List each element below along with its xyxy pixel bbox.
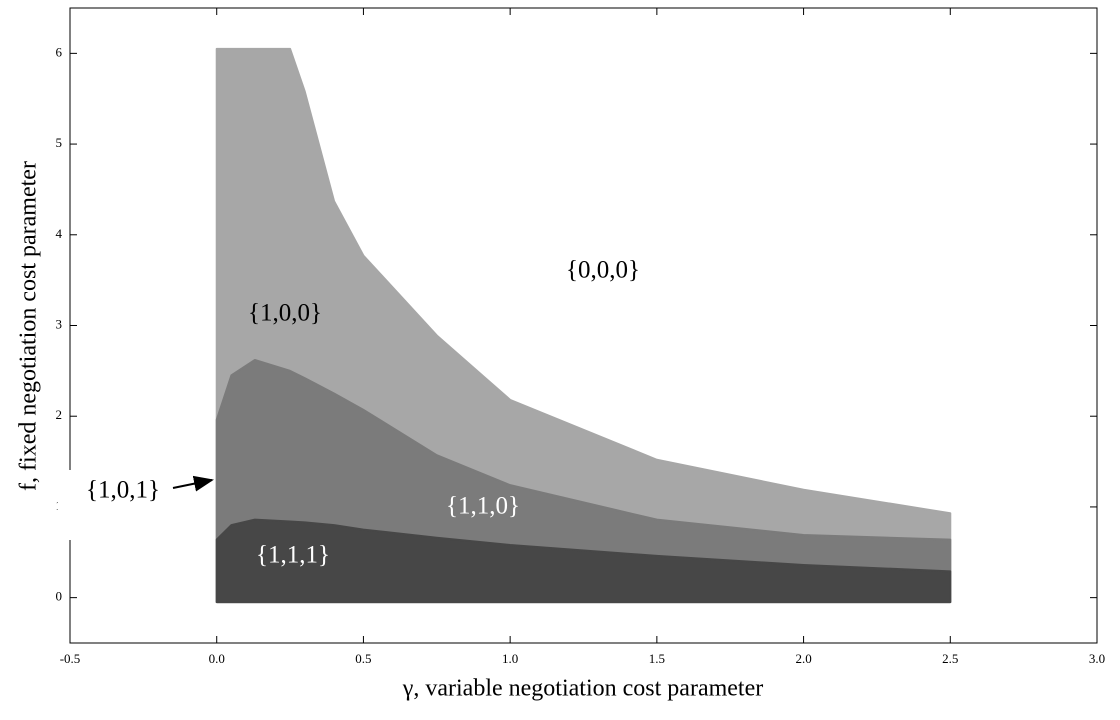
y-tick-label: 4 xyxy=(56,226,63,241)
x-tick-label: 2.0 xyxy=(795,651,811,666)
y-tick-label: 5 xyxy=(56,135,63,150)
x-axis-label: γ, variable negotiation cost parameter xyxy=(402,676,763,702)
x-tick-label: 2.5 xyxy=(942,651,958,666)
arrow xyxy=(172,475,214,492)
region-label: {1,0,0} xyxy=(248,300,322,327)
y-axis-label: f, fixed negotiation cost parameter xyxy=(16,161,42,491)
region-label: {1,1,1} xyxy=(256,542,330,569)
label-background xyxy=(58,470,208,540)
x-tick-label: 3.0 xyxy=(1089,651,1105,666)
x-tick-label: 0.5 xyxy=(355,651,371,666)
y-tick-label: 2 xyxy=(56,407,63,422)
y-tick-label: 3 xyxy=(56,316,63,331)
region-label: {0,0,0} xyxy=(566,257,640,284)
x-tick-label: 1.0 xyxy=(502,651,518,666)
x-tick-label: 0.0 xyxy=(209,651,225,666)
x-tick-label: 1.5 xyxy=(649,651,665,666)
annotation: {1,0,1} xyxy=(86,477,160,504)
region xyxy=(215,518,952,604)
region-label: {1,1,0} xyxy=(446,493,520,520)
x-tick-label: -0.5 xyxy=(60,651,81,666)
y-tick-label: 0 xyxy=(56,589,63,604)
y-tick-label: 6 xyxy=(56,44,63,59)
